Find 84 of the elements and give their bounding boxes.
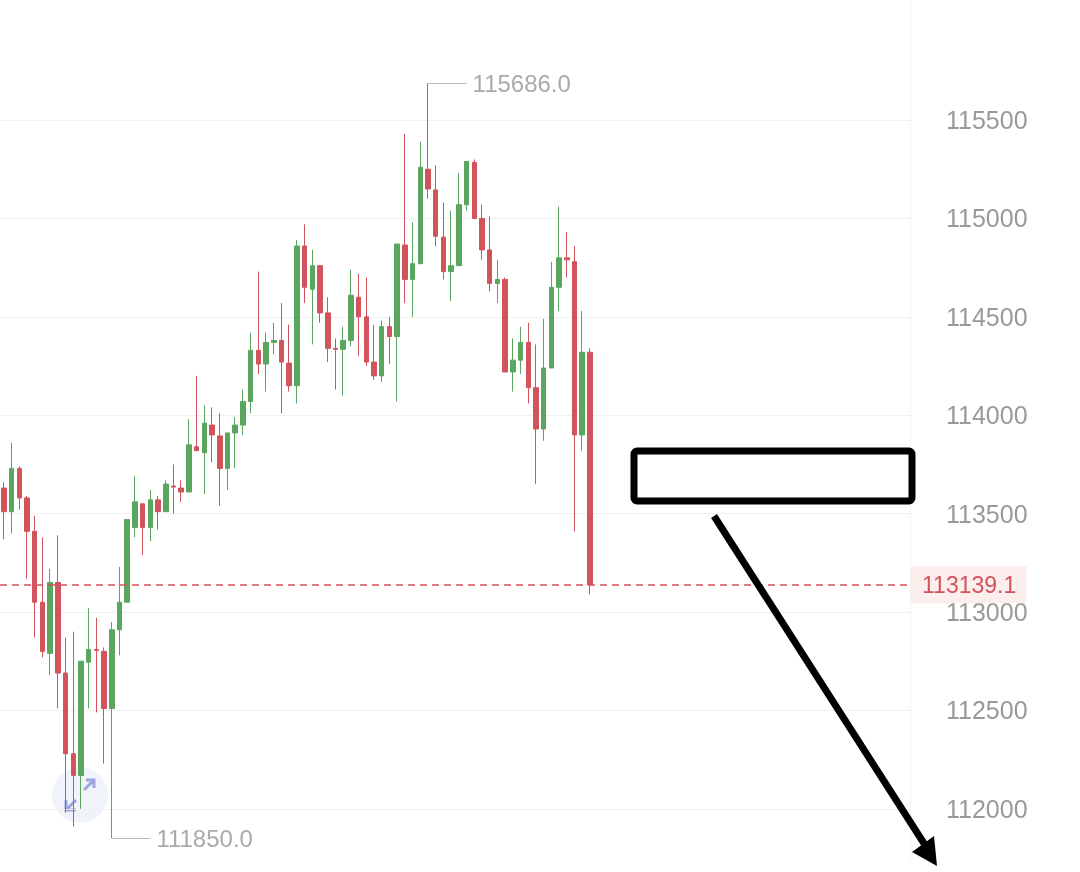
candlestick [101,646,107,765]
candlestick [456,172,462,267]
candlestick [1,481,7,540]
y-tick-label: 114500 [946,302,1028,331]
candlestick [479,204,485,261]
candlestick [124,519,130,603]
candlestick [549,261,554,369]
y-tick-label: 114000 [946,401,1028,430]
candlestick [186,418,192,493]
candlestick [579,310,585,452]
candlestick [518,326,523,375]
candlestick [433,164,438,247]
y-tick-label: 115500 [946,106,1028,135]
candlestick [371,324,377,381]
annotation: 115686.0 [472,69,571,97]
candlestick [533,343,539,485]
candlestick [394,243,400,402]
candlestick [232,416,238,469]
candlestick [94,617,99,713]
y-tick-label: 112000 [946,794,1028,823]
candlestick [86,607,91,709]
candlestick [364,276,369,367]
candlestick [24,495,30,580]
candlestick [279,302,284,414]
candlestick [263,332,269,393]
y-tick-label: 115000 [946,204,1028,233]
candlestick [302,223,307,304]
candlestick [109,621,115,839]
candlestick [402,133,408,304]
candlestick [425,82,431,200]
candlestick [71,631,76,828]
y-tick-label: 113000 [946,598,1028,627]
candlestick [63,637,68,814]
candlestick [248,332,253,414]
candlestick [333,337,338,391]
candlestick [572,245,577,532]
candlestick [464,160,469,212]
annotation: 111850.0 [156,824,253,852]
candlestick [271,322,277,355]
candlestick [286,324,292,393]
candlestick [410,221,415,318]
y-tick-label: 112500 [946,696,1028,725]
candlestick [356,273,361,357]
candlestick [441,202,446,280]
candlestick [472,158,477,220]
candlestick [132,475,138,538]
candlestick [17,465,22,511]
candlestick [209,406,215,463]
candlestick [256,271,261,375]
candlestick [194,375,199,452]
candlestick [510,337,516,393]
candlestick [541,318,546,442]
candlestick [163,479,169,513]
candlestick [526,322,531,404]
candlestick [448,210,454,302]
candlestick [495,259,500,304]
candlestick [9,442,14,534]
y-tick-label: 113500 [946,499,1028,528]
candlestick [310,249,315,345]
candlestick [240,389,246,436]
ref-line-label: 113139.1 [922,571,1017,598]
candlestick [325,296,331,363]
candlestick [556,206,562,312]
candlestick [387,316,392,365]
candlestick [171,463,176,515]
candlestick [155,495,161,530]
candlestick [487,215,492,292]
candlestick [348,269,354,347]
candlestick [317,265,323,324]
candlestick [340,326,346,397]
candlestick [225,432,230,491]
candlestick [78,660,84,810]
candlestick [148,489,153,542]
candlestick [564,231,570,278]
candlestick [117,566,122,656]
candlestick [217,412,223,507]
candlestick [178,479,184,503]
candlestick [502,276,508,373]
candlestick [294,239,300,404]
candlestick [418,141,423,265]
candlestick [379,320,384,383]
candlestick [202,404,207,495]
candlestick [140,503,145,556]
candlestick [47,568,53,676]
